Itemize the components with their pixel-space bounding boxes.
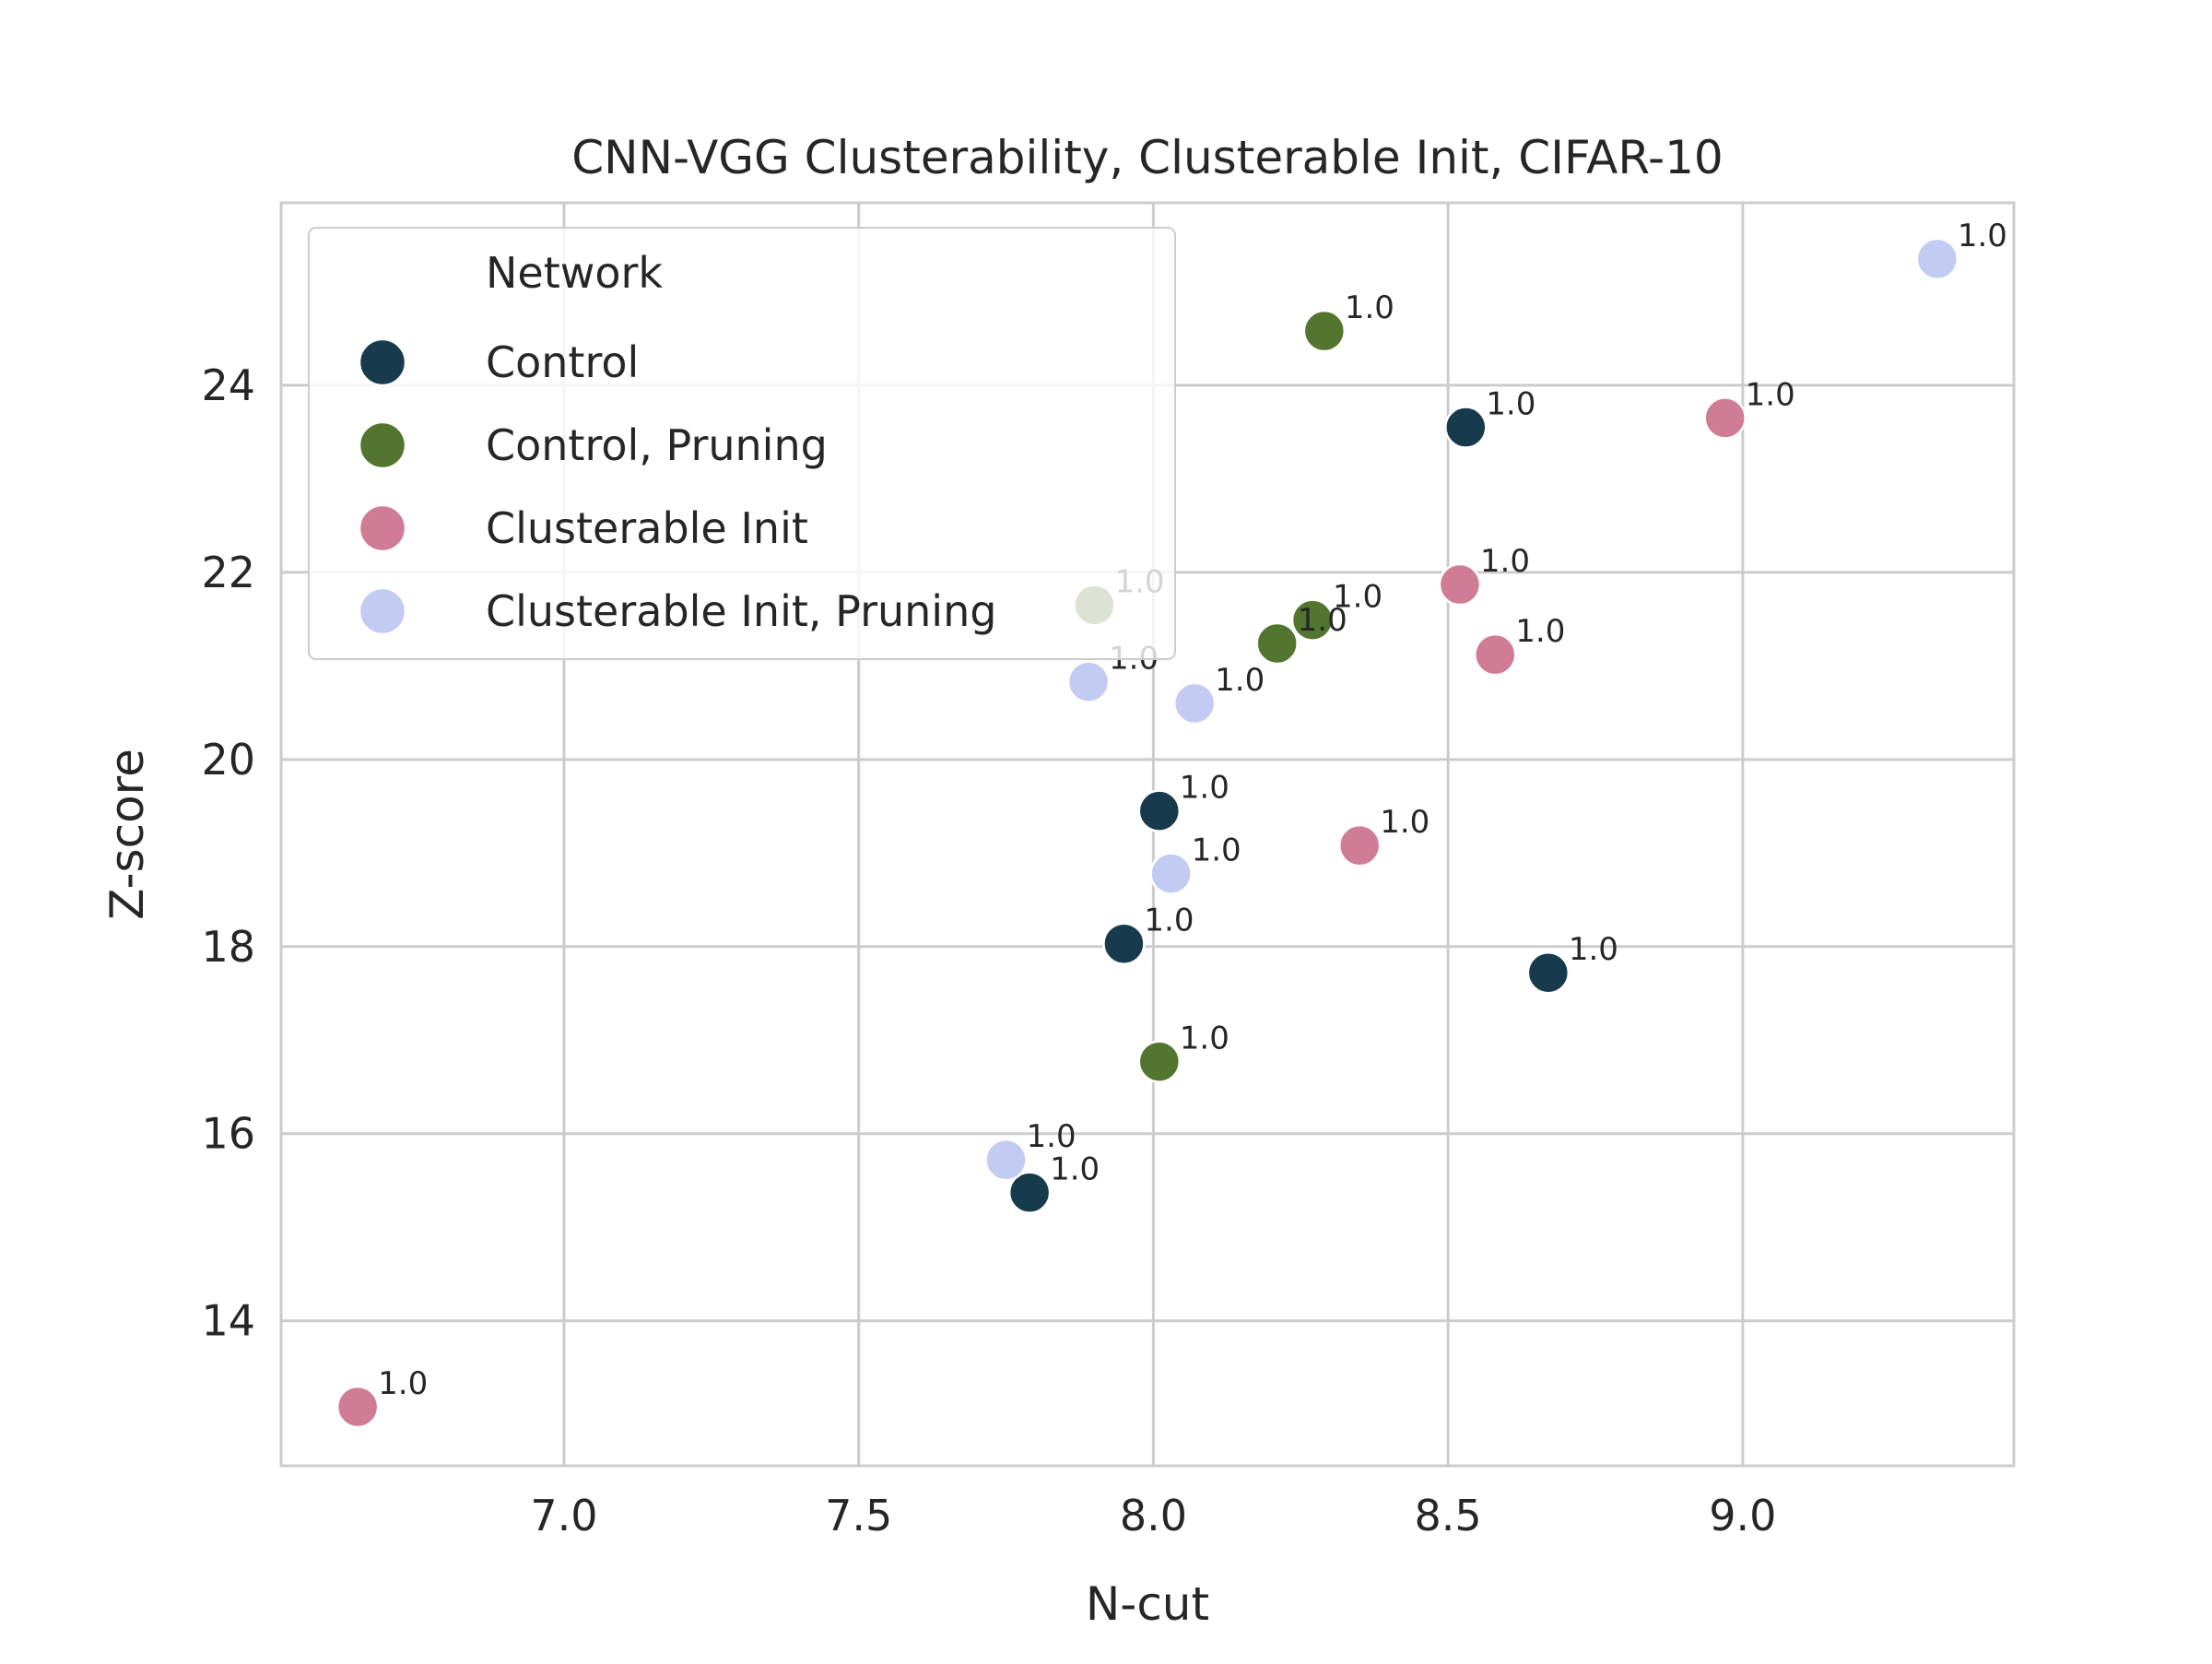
data-label: 1.0	[1380, 804, 1430, 841]
data-label: 1.0	[1050, 1151, 1100, 1188]
data-point	[1137, 789, 1182, 832]
data-point	[335, 1385, 380, 1429]
x-axis-ticks: 7.0 7.5 8.0 8.5 9.0	[530, 1491, 1776, 1540]
data-label: 1.0	[1180, 1021, 1230, 1057]
x-tick-label: 8.5	[1415, 1491, 1482, 1540]
data-label: 1.0	[1192, 832, 1241, 869]
y-tick-label: 22	[201, 548, 255, 597]
data-point	[1302, 309, 1347, 353]
data-label: 1.0	[1215, 662, 1265, 699]
x-axis-label: N-cut	[1086, 1577, 1209, 1631]
y-tick-label: 20	[201, 735, 255, 785]
legend-label: Clusterable Init	[486, 503, 808, 553]
data-point	[1137, 1040, 1182, 1083]
data-point	[1149, 852, 1193, 895]
data-label: 1.0	[1569, 931, 1618, 968]
data-label: 1.0	[1144, 903, 1194, 939]
y-tick-label: 24	[201, 360, 255, 410]
data-point	[1066, 660, 1111, 703]
data-label: 1.0	[1345, 289, 1394, 326]
legend-label: Control, Pruning	[486, 420, 828, 470]
data-point	[1526, 950, 1571, 995]
legend-marker	[358, 337, 407, 387]
data-point	[1255, 621, 1299, 666]
data-point	[1337, 823, 1382, 867]
x-tick-label: 8.0	[1120, 1491, 1187, 1540]
data-point	[1172, 681, 1217, 726]
y-tick-label: 18	[201, 922, 255, 972]
data-label: 1.0	[1480, 543, 1530, 580]
y-axis-ticks: 14 16 18 20 22 24	[201, 360, 255, 1346]
data-point	[1102, 922, 1146, 965]
legend-marker	[358, 586, 407, 636]
data-point	[1007, 1171, 1052, 1214]
y-axis-label: Z-score	[100, 749, 154, 920]
data-point	[1290, 598, 1335, 642]
y-tick-label: 16	[201, 1109, 255, 1159]
legend-marker	[358, 420, 407, 470]
legend-items: Control Control, Pruning Clusterable Init C…	[358, 337, 996, 636]
legend-label: Clusterable Init, Pruning	[486, 586, 996, 636]
legend-title: Network	[486, 248, 663, 298]
data-label: 1.0	[1333, 579, 1382, 616]
plot-frame	[279, 201, 2016, 1468]
data-point	[1703, 396, 1747, 440]
data-label: 1.0	[1746, 376, 1795, 413]
data-point	[1438, 562, 1482, 607]
data-label: 1.0	[1515, 613, 1565, 650]
x-tick-label: 9.0	[1709, 1491, 1776, 1540]
chart-title: CNN-VGG Clusterability, Clusterable Init…	[571, 131, 1723, 184]
x-tick-label: 7.5	[825, 1491, 892, 1540]
data-labels: 1.01.01.01.01.01.01.01.01.01.01.01.01.01…	[378, 218, 2007, 1402]
data-point	[1915, 237, 1959, 281]
x-tick-label: 7.0	[530, 1491, 597, 1540]
legend-box	[308, 227, 1176, 660]
data-label: 1.0	[378, 1365, 428, 1402]
data-point	[1444, 406, 1488, 449]
data-label: 1.0	[1027, 1118, 1077, 1155]
y-tick-label: 14	[201, 1296, 255, 1346]
data-label: 1.0	[1486, 386, 1535, 423]
legend-label: Control	[486, 337, 639, 387]
legend-marker	[358, 503, 407, 553]
data-label: 1.0	[1298, 602, 1347, 639]
data-label: 1.0	[1958, 218, 2007, 254]
data-point	[1474, 632, 1517, 677]
data-point	[984, 1138, 1028, 1182]
legend: Network Control Control, Pruning Clusterab…	[308, 227, 1176, 660]
data-label: 1.0	[1180, 770, 1230, 807]
